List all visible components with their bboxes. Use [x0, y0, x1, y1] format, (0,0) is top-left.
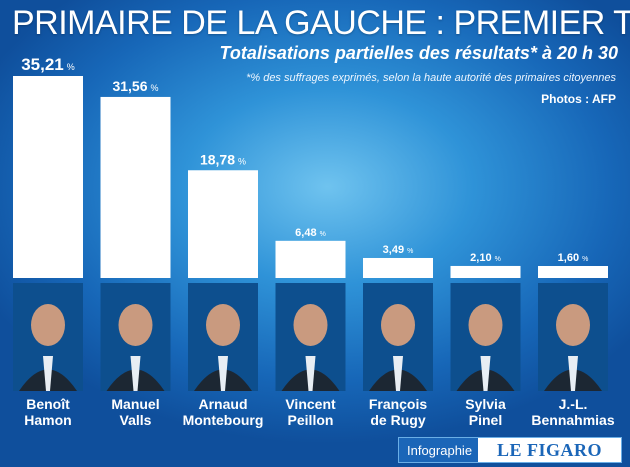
shirt-shape	[130, 356, 141, 391]
data-label: 2,10%	[470, 252, 501, 264]
category-label: Peillon	[288, 412, 334, 428]
face-shape	[293, 304, 328, 346]
shirt-shape	[568, 356, 578, 391]
shirt-shape	[305, 356, 316, 391]
category-label: Montebourg	[183, 412, 264, 428]
bar	[450, 265, 521, 278]
data-label: 6,48%	[295, 227, 326, 239]
category-label: Sylvia	[465, 396, 506, 412]
photo-credit: Photos : AFP	[541, 92, 616, 106]
category-label: de Rugy	[370, 412, 425, 428]
category-label: Manuel	[111, 396, 159, 412]
face-shape	[381, 304, 415, 346]
data-label: 35,21%	[21, 55, 75, 74]
infographie-label: Infographie	[407, 442, 473, 458]
face-shape	[556, 304, 590, 346]
category-label: J.-L.	[559, 396, 588, 412]
data-label: 3,49%	[383, 244, 414, 256]
face-shape	[206, 304, 240, 346]
category-label: Valls	[120, 412, 152, 428]
data-label: 18,78%	[200, 151, 246, 167]
category-label: François	[369, 396, 428, 412]
category-label: Pinel	[469, 412, 502, 428]
shirt-shape	[43, 356, 53, 391]
face-shape	[468, 304, 503, 346]
category-label: Vincent	[285, 396, 336, 412]
category-label: Arnaud	[199, 396, 248, 412]
subtitle: Totalisations partielles des résultats* …	[219, 43, 619, 63]
bar	[275, 240, 346, 278]
category-label: Benoît	[26, 396, 70, 412]
bar	[363, 257, 433, 278]
face-shape	[31, 304, 65, 346]
category-label: Hamon	[24, 412, 71, 428]
shirt-shape	[218, 356, 228, 391]
bar	[538, 266, 608, 278]
page-title: PRIMAIRE DE LA GAUCHE : PREMIER TOUR	[12, 4, 630, 42]
data-label: 1,60%	[558, 252, 589, 264]
face-shape	[118, 304, 153, 346]
data-label: 31,56%	[112, 78, 158, 94]
le-figaro-logo: Infographie LE FIGARO	[398, 437, 622, 463]
shirt-shape	[480, 356, 491, 391]
footnote: *% des suffrages exprimés, selon la haut…	[246, 72, 616, 84]
bar	[13, 76, 83, 278]
brand-name: LE FIGARO	[478, 438, 621, 462]
shirt-shape	[393, 356, 403, 391]
category-label: Bennahmias	[531, 412, 614, 428]
bar	[100, 96, 171, 279]
bar	[188, 170, 258, 278]
